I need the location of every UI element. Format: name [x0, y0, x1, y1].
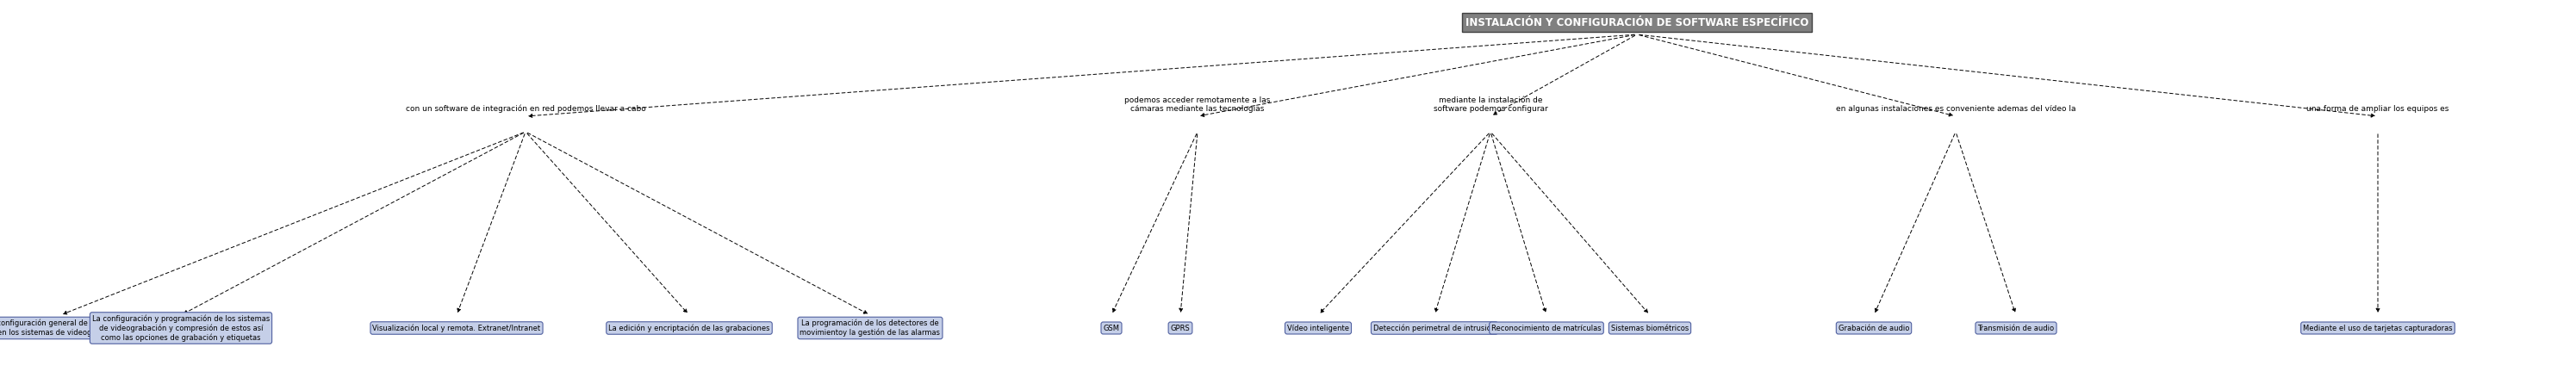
Text: Mediante el uso de tarjetas capturadoras: Mediante el uso de tarjetas capturadoras	[2303, 324, 2452, 332]
Text: Visualización local y remota. Extranet/Intranet: Visualización local y remota. Extranet/I…	[374, 324, 541, 332]
Text: La configuración general de las cámaras
en los sistemas de videograbación: La configuración general de las cámaras …	[0, 319, 134, 337]
Text: INSTALACIÓN Y CONFIGURACIÓN DE SOFTWARE ESPECÍFICO: INSTALACIÓN Y CONFIGURACIÓN DE SOFTWARE …	[1466, 17, 1808, 28]
Text: mediante la instalación de
software podemos configurar: mediante la instalación de software pode…	[1432, 96, 1548, 113]
Text: con un software de integración en red podemos llevar a cabo: con un software de integración en red po…	[404, 104, 647, 113]
Text: Sistemas biométricos: Sistemas biométricos	[1610, 324, 1690, 332]
Text: Reconocimiento de matrículas: Reconocimiento de matrículas	[1492, 324, 1602, 332]
Text: Detección perimetral de intrusión: Detección perimetral de intrusión	[1373, 324, 1497, 332]
Text: GSM: GSM	[1103, 324, 1121, 332]
Text: La programación de los detectores de
movimientoy la gestión de las alarmas: La programación de los detectores de mov…	[801, 319, 940, 337]
Text: Transmisión de audio: Transmisión de audio	[1978, 324, 2056, 332]
Text: Grabación de audio: Grabación de audio	[1839, 324, 1909, 332]
Text: La edición y encriptación de las grabaciones: La edición y encriptación de las grabaci…	[608, 324, 770, 332]
Text: GPRS: GPRS	[1170, 324, 1190, 332]
Text: podemos acceder remotamente a las
cámaras mediante las tecnologías: podemos acceder remotamente a las cámara…	[1126, 96, 1270, 113]
Text: en algunas instalaciones es conveniente ademas del vídeo la: en algunas instalaciones es conveniente …	[1837, 105, 2076, 113]
Text: Vídeo inteligente: Vídeo inteligente	[1288, 324, 1350, 332]
Text: La configuración y programación de los sistemas
de videograbación y compresión d: La configuración y programación de los s…	[93, 314, 270, 342]
Text: una forma de ampliar los equipos es: una forma de ampliar los equipos es	[2306, 105, 2450, 113]
